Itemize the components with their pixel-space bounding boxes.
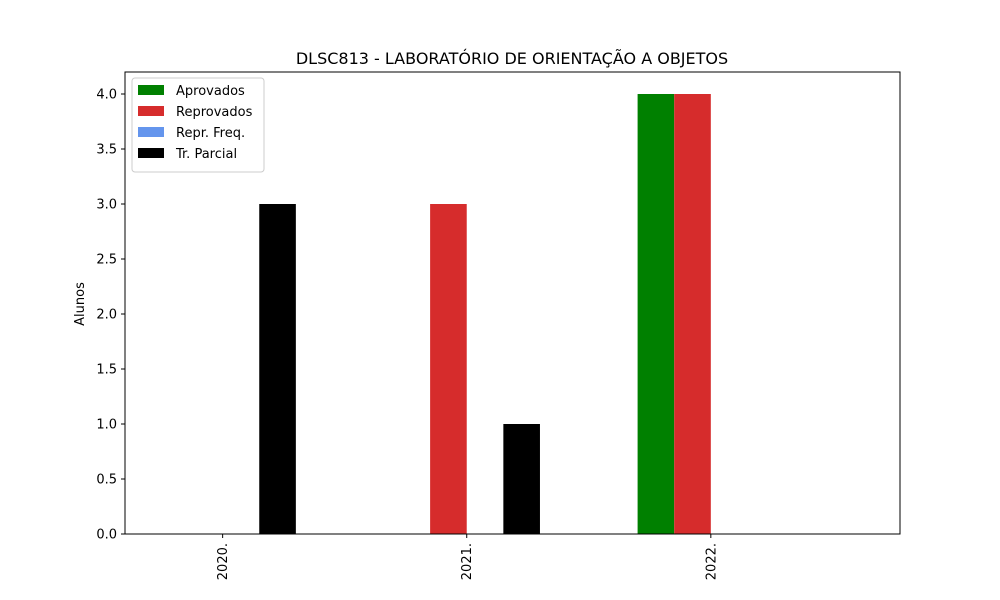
- bar-tr-parcial-2020: [259, 204, 296, 534]
- x-axis-ticks: 2020. 2021. 2022.: [216, 534, 719, 580]
- y-tick-label: 3.5: [96, 143, 117, 158]
- y-axis-ticks: 0.0 0.5 1.0 1.5 2.0 2.5 3.0 3.5 4.0: [96, 88, 125, 543]
- legend-swatch: [138, 85, 164, 95]
- bar-tr-parcial-2021: [503, 424, 540, 534]
- y-tick-label: 2.0: [96, 308, 117, 323]
- y-tick-label: 1.0: [96, 418, 117, 433]
- x-tick-label: 2021.: [460, 543, 475, 580]
- legend-swatch: [138, 106, 164, 116]
- legend-label: Reprovados: [176, 105, 253, 120]
- legend-label: Repr. Freq.: [176, 126, 245, 141]
- plot-frame: [124, 71, 901, 535]
- chart-title: DLSC813 - LABORATÓRIO DE ORIENTAÇÃO A OB…: [296, 49, 728, 68]
- legend: Aprovados Reprovados Repr. Freq. Tr. Parcia…: [131, 77, 265, 173]
- bars-group: [259, 94, 711, 534]
- y-tick-label: 2.5: [96, 253, 117, 268]
- y-tick-label: 1.5: [96, 363, 117, 378]
- bar-aprovados-2022: [637, 94, 675, 534]
- y-tick-label: 3.0: [96, 198, 117, 213]
- bar-reprovados-2022: [674, 94, 711, 534]
- y-axis-label: Alunos: [73, 282, 88, 326]
- legend-swatch: [138, 127, 164, 137]
- y-tick-label: 0.5: [96, 473, 117, 488]
- legend-label: Aprovados: [176, 84, 245, 99]
- legend-box: [131, 77, 265, 173]
- x-tick-label: 2022.: [704, 543, 719, 580]
- y-tick-label: 0.0: [96, 528, 117, 543]
- legend-label: Tr. Parcial: [175, 147, 237, 162]
- y-tick-label: 4.0: [96, 88, 117, 103]
- legend-swatch: [138, 148, 164, 158]
- bar-reprovados-2021: [430, 204, 467, 534]
- x-tick-label: 2020.: [216, 543, 231, 580]
